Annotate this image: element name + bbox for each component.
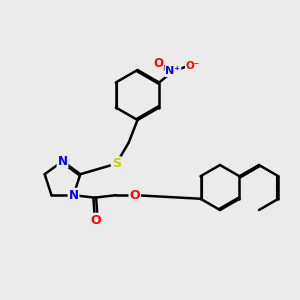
Text: N⁺: N⁺ bbox=[165, 66, 181, 76]
Text: N: N bbox=[58, 155, 68, 168]
Text: S: S bbox=[112, 157, 121, 170]
Text: O: O bbox=[91, 214, 101, 227]
Text: N: N bbox=[68, 189, 79, 202]
Text: O⁻: O⁻ bbox=[186, 61, 200, 70]
Text: O: O bbox=[153, 57, 163, 70]
Text: O: O bbox=[130, 189, 140, 202]
